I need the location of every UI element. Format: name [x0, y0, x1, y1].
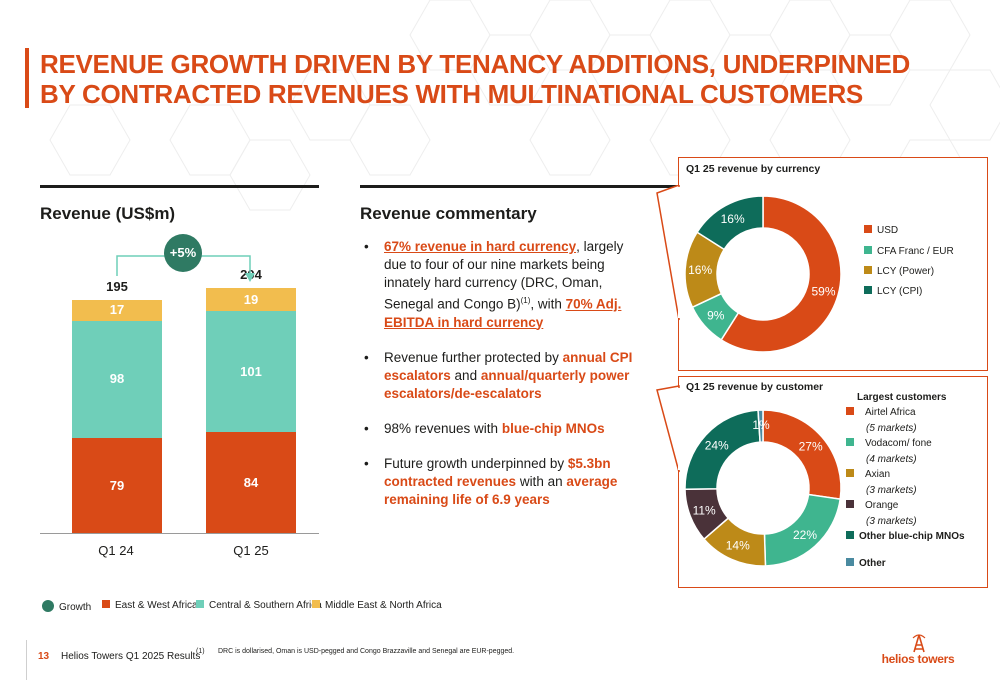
revenue-heading: Revenue (US$m) [40, 204, 176, 223]
bar-q124-middle-east-north-africa [72, 300, 162, 321]
legend-swatch [864, 225, 872, 233]
commentary-bullet-contracted-revenue: Future growth underpinned by $5.3bn cont… [362, 455, 647, 509]
legend-orange-note: (3 markets) [866, 516, 917, 527]
legend-lcy-power: LCY (Power) [864, 266, 934, 277]
customer-legend-title: Largest customers [857, 392, 947, 403]
donut-label-orange: 11% [693, 503, 716, 517]
bar-q124-central-southern-africa [72, 320, 162, 439]
legend-axian-note: (3 markets) [866, 485, 917, 496]
label-q124-middle-east-north-africa: 17 [109, 302, 125, 318]
currency-card-title: Q1 25 revenue by currency [686, 163, 821, 175]
legend-lcy-cpi: LCY (CPI) [864, 286, 922, 297]
bar-q125-central-southern-africa [206, 311, 296, 433]
legend-axian: Axian [846, 469, 890, 480]
bar-q124-east-west-africa [72, 438, 162, 533]
legend-swatch [864, 246, 872, 254]
legend-swatch [312, 600, 320, 608]
logo-wordmark: helios towers [881, 652, 955, 666]
currency-donut-chart: 59% 9% 16% 16% [685, 195, 842, 353]
total-label-q124: 195 [106, 279, 128, 295]
legend-swatch [864, 266, 872, 274]
legend-swatch [846, 531, 854, 539]
label-q125-central-southern-africa: 101 [240, 363, 262, 379]
legend-east-west-africa: East & West Africa [102, 600, 198, 611]
legend-airtel-note: (5 markets) [866, 423, 917, 434]
legend-swatch [102, 600, 110, 608]
donut-label-vodacom-fone: 22% [793, 528, 817, 542]
donut-label-usd: 59% [811, 285, 835, 299]
x-tick-q125: Q1 25 [233, 543, 269, 558]
legend-swatch [846, 438, 854, 446]
legend-vodacom-note: (4 markets) [866, 454, 917, 465]
legend-growth: Growth [42, 600, 91, 613]
commentary-bullet-escalators: Revenue further protected by annual CPI … [362, 349, 647, 403]
legend-swatch [846, 558, 854, 566]
footnote-mark: (1) [196, 648, 205, 655]
legend-vodacom: Vodacom/ fone [846, 438, 932, 449]
bar-q125-east-west-africa [206, 432, 296, 533]
bar-q125-middle-east-north-africa [206, 288, 296, 311]
customer-card-title: Q1 25 revenue by customer [686, 381, 824, 393]
currency-callout-pointer [656, 185, 681, 321]
legend-usd: USD [864, 225, 898, 236]
legend-swatch [846, 500, 854, 508]
revenue-section-rule [40, 185, 319, 188]
x-tick-q124: Q1 24 [98, 543, 134, 558]
donut-slice-lcy-cpi- [696, 195, 764, 251]
legend-airtel-africa: Airtel Africa [846, 407, 916, 418]
legend-central-southern-africa: Central & Southern Africa [196, 600, 322, 611]
legend-orange: Orange [846, 500, 898, 511]
customer-callout-pointer [656, 385, 681, 473]
title-accent-bar [25, 48, 29, 108]
footer-divider [26, 640, 27, 680]
commentary-bullet-blue-chip: 98% revenues with blue-chip MNOs [362, 420, 647, 438]
donut-label-lcy-cpi-: 16% [721, 212, 745, 226]
legend-swatch [864, 286, 872, 294]
donut-label-other: 1% [752, 418, 770, 432]
label-q124-central-southern-africa: 98 [109, 371, 125, 387]
growth-badge: +5% [164, 234, 202, 272]
donut-label-lcy-power-: 16% [688, 263, 712, 277]
donut-label-airtel-africa: 27% [799, 440, 823, 454]
commentary-heading: Revenue commentary [360, 204, 537, 223]
tower-icon [912, 634, 926, 653]
donut-slice-airtel-africa [762, 409, 842, 500]
donut-label-other-blue-chip-mnos: 24% [705, 438, 729, 452]
label-q125-middle-east-north-africa: 19 [243, 291, 259, 307]
page-title: REVENUE GROWTH DRIVEN BY TENANCY ADDITIO… [40, 49, 910, 109]
legend-cfa-franc-eur: CFA Franc / EUR [864, 246, 954, 257]
label-q125-east-west-africa: 84 [243, 474, 259, 490]
commentary-bullet-hard-currency: 67% revenue in hard currency, largely du… [362, 238, 647, 332]
legend-other-blue-chip: Other blue-chip MNOs [846, 531, 965, 542]
customer-donut-chart: 27% 22% 14% 11% 24% 1% [685, 409, 842, 567]
donut-label-axian: 14% [726, 539, 750, 553]
report-name: Helios Towers Q1 2025 Results [61, 651, 201, 662]
page-number: 13 [38, 651, 50, 662]
commentary-section-rule [360, 185, 678, 188]
legend-swatch [846, 407, 854, 415]
commentary-list: 67% revenue in hard currency, largely du… [362, 238, 647, 526]
legend-swatch [196, 600, 204, 608]
helios-towers-logo: helios towers [866, 633, 970, 667]
legend-middle-east-north-africa: Middle East & North Africa [312, 600, 442, 611]
donut-slice-usd [720, 195, 842, 353]
growth-dot [42, 600, 54, 612]
x-axis-line [40, 533, 319, 534]
legend-other: Other [846, 558, 886, 569]
donut-label-cfa-franc-eur: 9% [707, 309, 725, 323]
label-q124-east-west-africa: 79 [109, 477, 125, 493]
footnote-text: DRC is dollarised, Oman is USD-pegged an… [218, 648, 515, 655]
donut-slice-other [757, 409, 764, 443]
legend-swatch [846, 469, 854, 477]
